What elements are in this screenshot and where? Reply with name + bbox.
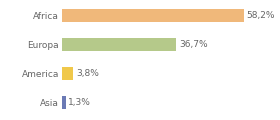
Bar <box>62 67 73 80</box>
Text: 58,2%: 58,2% <box>246 11 275 20</box>
Bar <box>62 96 66 109</box>
Bar <box>62 38 176 51</box>
Text: 1,3%: 1,3% <box>68 98 91 107</box>
Text: 3,8%: 3,8% <box>76 69 99 78</box>
Bar <box>62 9 244 22</box>
Text: 36,7%: 36,7% <box>179 40 207 49</box>
